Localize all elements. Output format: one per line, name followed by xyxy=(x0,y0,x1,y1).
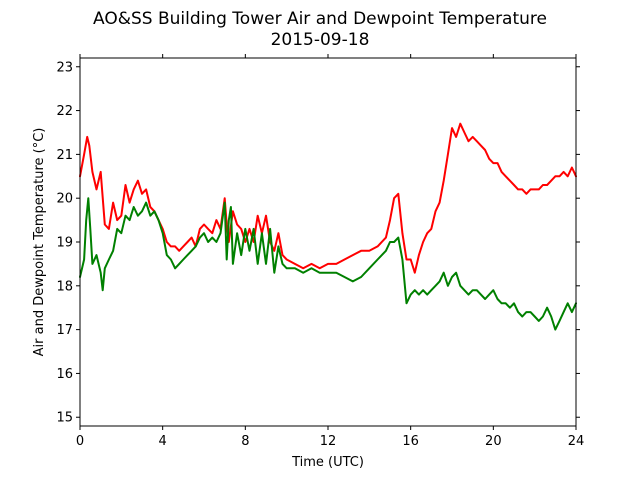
x-tick-label: 0 xyxy=(76,434,84,449)
series-line-1 xyxy=(79,122,577,274)
x-tick-label: 16 xyxy=(402,434,419,449)
y-tick-label: 17 xyxy=(56,323,73,338)
y-tick-label: 20 xyxy=(56,192,73,207)
x-tick-label: 8 xyxy=(241,434,249,449)
chart-subtitle: 2015-09-18 xyxy=(271,30,370,50)
chart-title: AO&SS Building Tower Air and Dewpoint Te… xyxy=(93,9,547,29)
y-tick-label: 21 xyxy=(56,148,73,163)
y-tick-label: 23 xyxy=(56,60,73,75)
y-tick-label: 18 xyxy=(56,279,73,294)
series-line-2 xyxy=(79,197,577,331)
x-tick-label: 12 xyxy=(320,434,337,449)
x-tick-label: 4 xyxy=(159,434,167,449)
plot-area: 0 4 8 12 16 20 24 15 16 17 18 19 20 21 22 23 xyxy=(56,54,584,449)
plot-frame xyxy=(79,57,577,427)
y-tick-label: 22 xyxy=(56,104,73,119)
y-tick-label: 16 xyxy=(56,367,73,382)
y-axis-label: Air and Dewpoint Temperature (°C) xyxy=(32,128,47,357)
x-tick-label: 20 xyxy=(485,434,502,449)
y-tick-label: 15 xyxy=(56,411,73,426)
x-axis-label: Time (UTC) xyxy=(291,455,364,470)
y-tick-label: 19 xyxy=(56,236,73,251)
x-tick-label: 24 xyxy=(568,434,585,449)
